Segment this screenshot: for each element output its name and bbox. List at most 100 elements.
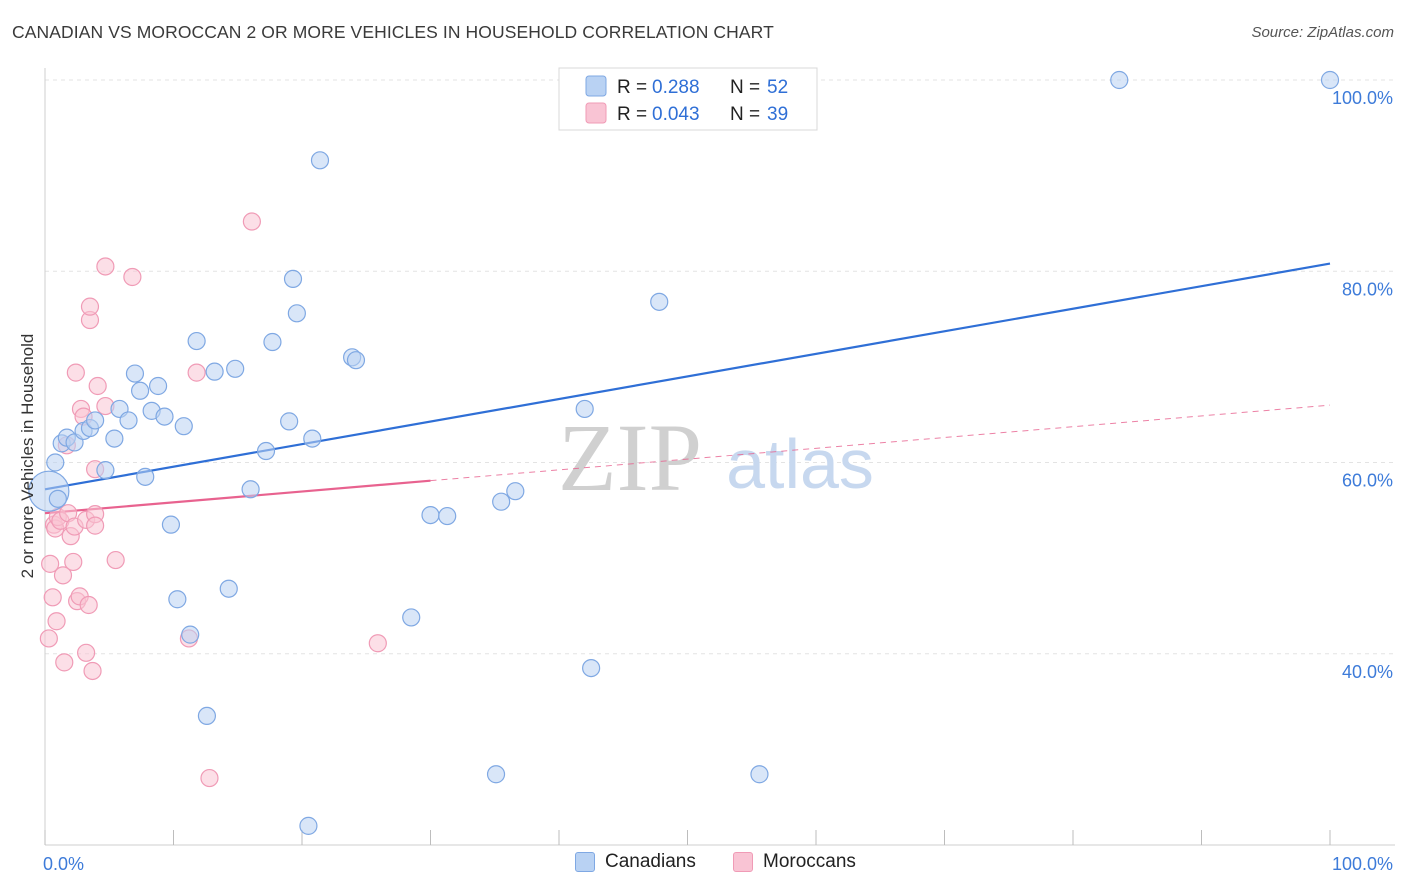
legend-swatch-canadians xyxy=(585,75,607,97)
point-canadians xyxy=(486,765,506,784)
point-canadians xyxy=(287,304,306,323)
point-canadians xyxy=(438,506,457,526)
bottom-legend: Canadians Moroccans xyxy=(0,851,1406,877)
point-moroccans xyxy=(43,588,62,607)
point-canadians xyxy=(750,765,769,784)
legend-n-value-moroccans: 39 xyxy=(767,104,788,125)
point-canadians xyxy=(86,411,105,430)
point-moroccans xyxy=(123,267,142,287)
point-canadians xyxy=(346,351,366,370)
point-canadians xyxy=(48,489,67,508)
trend-line-moroccans-extension xyxy=(430,404,1331,482)
point-canadians xyxy=(310,151,330,170)
x-tick-label-min: 0.0% xyxy=(43,854,84,874)
y-tick-label-100: 100.0% xyxy=(1332,88,1393,108)
point-moroccans xyxy=(96,257,115,276)
point-moroccans xyxy=(39,629,58,648)
point-moroccans xyxy=(77,643,96,662)
y-tick-labels: 40.0% 60.0% 80.0% 100.0% xyxy=(1332,88,1393,682)
legend-r-label-canadians: R = xyxy=(617,77,647,98)
point-moroccans xyxy=(86,516,105,535)
point-canadians xyxy=(256,441,276,461)
point-moroccans xyxy=(80,297,100,316)
point-canadians xyxy=(575,399,594,419)
point-moroccans xyxy=(83,661,102,681)
bottom-legend-canadians: Canadians xyxy=(575,851,696,873)
y-axis-label: 2 or more Vehicles in Household xyxy=(18,334,37,579)
point-canadians xyxy=(303,429,322,448)
point-moroccans xyxy=(47,612,66,631)
x-tick-labels: 0.0% 100.0% xyxy=(43,854,1393,874)
chart-title: CANADIAN VS MOROCCAN 2 OR MORE VEHICLES … xyxy=(12,22,774,42)
point-moroccans xyxy=(242,212,261,231)
y-tick-label-60: 60.0% xyxy=(1342,471,1393,491)
point-canadians xyxy=(1110,70,1129,90)
watermark-zip: ZIP xyxy=(558,404,702,511)
point-moroccans xyxy=(64,552,83,572)
point-canadians xyxy=(119,411,138,430)
point-canadians xyxy=(263,332,282,352)
stats-legend: R = 0.288 N = 52 R = 0.043 N = 39 xyxy=(558,67,818,131)
point-moroccans xyxy=(53,566,73,585)
y-tick-label-80: 80.0% xyxy=(1342,279,1393,299)
point-canadians xyxy=(168,590,187,609)
point-canadians xyxy=(506,482,525,501)
axes xyxy=(44,68,1395,846)
point-moroccans xyxy=(55,653,74,672)
point-canadians xyxy=(187,331,206,351)
point-canadians xyxy=(299,816,318,835)
legend-r-value-moroccans: 0.043 xyxy=(652,104,700,125)
bottom-legend-moroccans: Moroccans xyxy=(733,851,856,873)
point-canadians xyxy=(96,461,115,480)
point-canadians xyxy=(181,625,200,644)
legend-n-label-canadians: N = xyxy=(730,77,760,98)
point-canadians xyxy=(148,376,168,396)
point-canadians xyxy=(125,364,145,383)
point-canadians xyxy=(241,480,260,499)
x-tick-label-max: 100.0% xyxy=(1332,854,1393,874)
point-moroccans xyxy=(200,768,219,788)
legend-swatch-moroccans xyxy=(585,102,607,124)
point-canadians xyxy=(226,359,245,378)
point-canadians xyxy=(492,492,511,511)
watermark: ZIP atlas xyxy=(558,404,874,511)
grid-lines xyxy=(45,79,1395,655)
source-attribution: Source: ZipAtlas.com xyxy=(1251,24,1394,41)
legend-r-value-canadians: 0.288 xyxy=(652,77,700,98)
bottom-legend-swatch-canadians xyxy=(575,852,595,872)
point-canadians xyxy=(46,453,65,472)
watermark-atlas: atlas xyxy=(726,425,874,503)
legend-n-label-moroccans: N = xyxy=(730,104,760,125)
y-tick-label-40: 40.0% xyxy=(1342,662,1393,682)
bottom-legend-label-moroccans: Moroccans xyxy=(763,851,856,872)
point-canadians xyxy=(105,429,124,448)
point-canadians xyxy=(421,505,440,525)
legend-n-value-canadians: 52 xyxy=(767,77,788,98)
bottom-legend-swatch-moroccans xyxy=(733,852,753,872)
point-canadians xyxy=(130,381,150,400)
point-canadians xyxy=(582,658,601,678)
point-moroccans xyxy=(368,634,387,653)
legend-r-label-moroccans: R = xyxy=(617,104,647,125)
point-canadians xyxy=(205,362,224,381)
point-moroccans xyxy=(106,550,125,570)
point-canadians xyxy=(402,608,421,627)
point-moroccans xyxy=(187,363,206,382)
point-canadians xyxy=(161,515,181,534)
point-canadians xyxy=(1320,70,1340,90)
bottom-legend-label-canadians: Canadians xyxy=(605,851,696,872)
point-moroccans xyxy=(88,376,107,396)
point-moroccans xyxy=(41,554,60,573)
point-canadians xyxy=(283,269,303,288)
point-canadians xyxy=(650,292,669,311)
point-canadians xyxy=(155,407,174,426)
trend-line-moroccans xyxy=(44,479,431,515)
point-moroccans xyxy=(79,595,98,615)
point-canadians xyxy=(280,412,299,431)
series-moroccans xyxy=(39,212,387,788)
point-canadians xyxy=(136,467,155,486)
point-canadians xyxy=(197,706,217,726)
point-moroccans xyxy=(66,363,85,382)
point-canadians xyxy=(174,417,193,436)
